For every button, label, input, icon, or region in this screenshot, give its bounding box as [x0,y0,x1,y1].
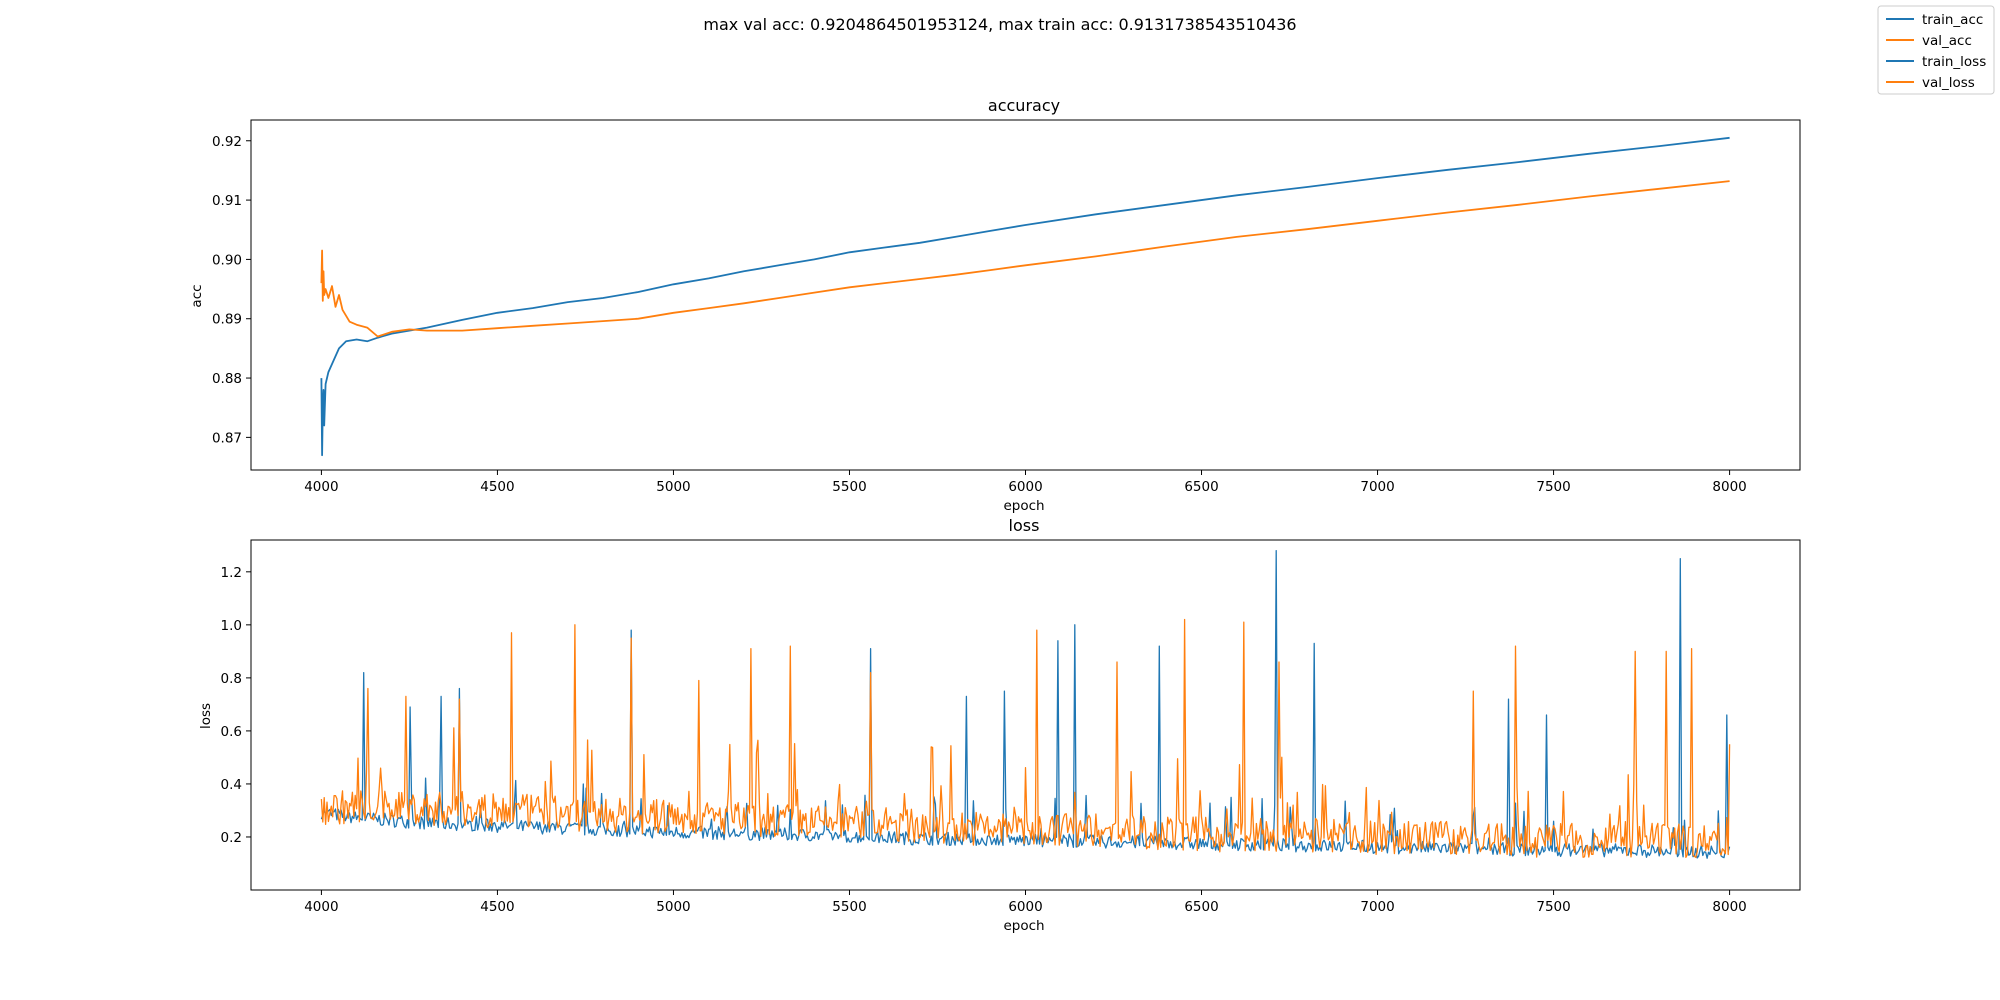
x-tick-label: 5000 [656,479,690,495]
x-tick-label: 5500 [832,479,866,495]
y-tick-label: 0.92 [212,134,242,150]
accuracy-xticks: 4000 4500 5000 5500 6000 6500 7000 7500 8000 [304,470,1747,495]
y-tick-label: 0.88 [212,371,242,387]
x-tick-label: 7000 [1360,899,1394,915]
x-tick-label: 4500 [480,899,514,915]
loss-yticks: 0.2 0.4 0.6 0.8 1.0 1.2 [221,565,251,846]
x-tick-label: 6500 [1184,899,1218,915]
legend-label: val_acc [1922,33,1972,49]
y-tick-label: 1.0 [221,618,242,634]
legend-label: train_loss [1922,54,1986,70]
loss-subplot: loss 4000 4500 5000 5500 6000 6500 7000 7500 800… [198,516,1801,934]
x-tick-label: 4500 [480,479,514,495]
loss-xlabel: epoch [1003,918,1044,934]
legend-frame [1877,5,1995,95]
train-acc-line [320,136,1730,457]
x-tick-label: 4000 [304,899,338,915]
accuracy-ylabel: acc [189,284,205,307]
x-tick-label: 5500 [832,899,866,915]
legend-label: val_loss [1922,75,1975,91]
y-tick-label: 0.87 [212,430,242,446]
y-tick-label: 0.2 [221,830,242,846]
loss-title: loss [1009,516,1040,535]
loss-series-layer [320,549,1731,859]
accuracy-series-layer [320,136,1730,457]
x-tick-label: 6500 [1184,479,1218,495]
y-tick-label: 0.91 [212,193,242,209]
x-tick-label: 8000 [1712,899,1746,915]
y-tick-label: 0.6 [221,724,242,740]
y-tick-label: 0.4 [221,777,242,793]
legend-label: train_acc [1922,12,1983,28]
val-acc-line [320,180,1730,338]
x-tick-label: 7000 [1360,479,1394,495]
x-tick-label: 6000 [1008,479,1042,495]
accuracy-axes-frame [250,119,1801,471]
loss-xticks: 4000 4500 5000 5500 6000 6500 7000 7500 8000 [304,890,1747,915]
figure-suptitle: max val acc: 0.9204864501953124, max tra… [703,15,1296,34]
x-tick-label: 7500 [1536,479,1570,495]
accuracy-yticks: 0.87 0.88 0.89 0.90 0.91 0.92 [212,134,251,446]
x-tick-label: 8000 [1712,479,1746,495]
accuracy-title: accuracy [988,96,1060,115]
x-tick-label: 5000 [656,899,690,915]
legend: train_acc val_acc train_loss val_loss [1877,5,1995,95]
x-tick-label: 6000 [1008,899,1042,915]
y-tick-label: 0.89 [212,312,242,328]
y-tick-label: 1.2 [221,565,242,581]
x-tick-label: 4000 [304,479,338,495]
y-tick-label: 0.90 [212,252,242,268]
legend-entries: train_acc val_acc train_loss val_loss [1886,12,1986,91]
y-tick-label: 0.8 [221,671,242,687]
val-loss-line [320,618,1731,859]
accuracy-xlabel: epoch [1003,498,1044,514]
loss-ylabel: loss [198,703,214,729]
train-loss-line [320,549,1731,859]
accuracy-subplot: accuracy 4000 4500 5000 5500 6000 6500 7000 750… [189,96,1801,514]
x-tick-label: 7500 [1536,899,1570,915]
